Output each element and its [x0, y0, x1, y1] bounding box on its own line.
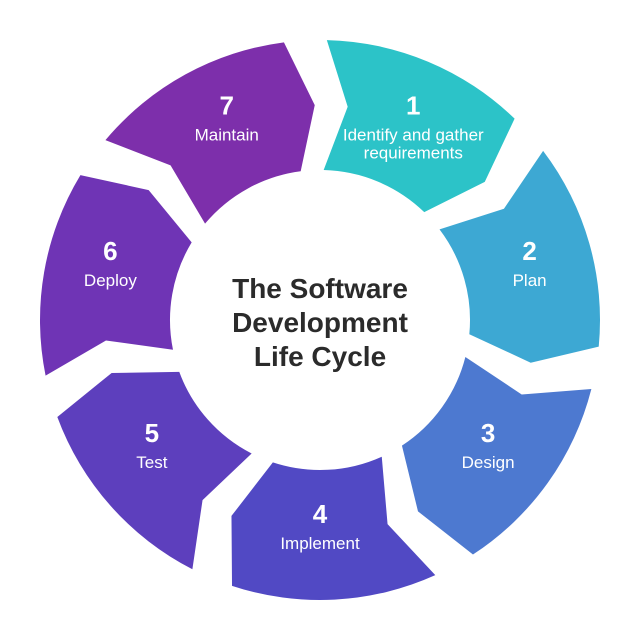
segment-number-6: 6	[103, 236, 117, 266]
segment-label-2: Plan	[513, 271, 547, 290]
segment-label-3: Design	[462, 453, 515, 472]
segment-number-7: 7	[219, 90, 233, 120]
segment-number-1: 1	[406, 90, 420, 120]
center-title-line-1: Development	[232, 307, 408, 338]
center-title-line-2: Life Cycle	[254, 341, 386, 372]
segment-label-1: requirements	[364, 143, 463, 162]
center-title-line-0: The Software	[232, 273, 408, 304]
segment-number-2: 2	[522, 236, 536, 266]
segment-label-6: Deploy	[84, 271, 137, 290]
segment-number-3: 3	[481, 418, 495, 448]
segment-label-4: Implement	[280, 534, 360, 553]
segment-label-1: Identify and gather	[343, 125, 484, 144]
sdlc-cycle-diagram: 1 Identify and gatherrequirements 2 Plan 3 De…	[0, 0, 640, 640]
cycle-segment-4	[231, 457, 435, 600]
segment-label-5: Test	[136, 453, 167, 472]
segment-number-4: 4	[313, 499, 328, 529]
segment-label-7: Maintain	[195, 125, 259, 144]
segment-number-5: 5	[145, 418, 159, 448]
